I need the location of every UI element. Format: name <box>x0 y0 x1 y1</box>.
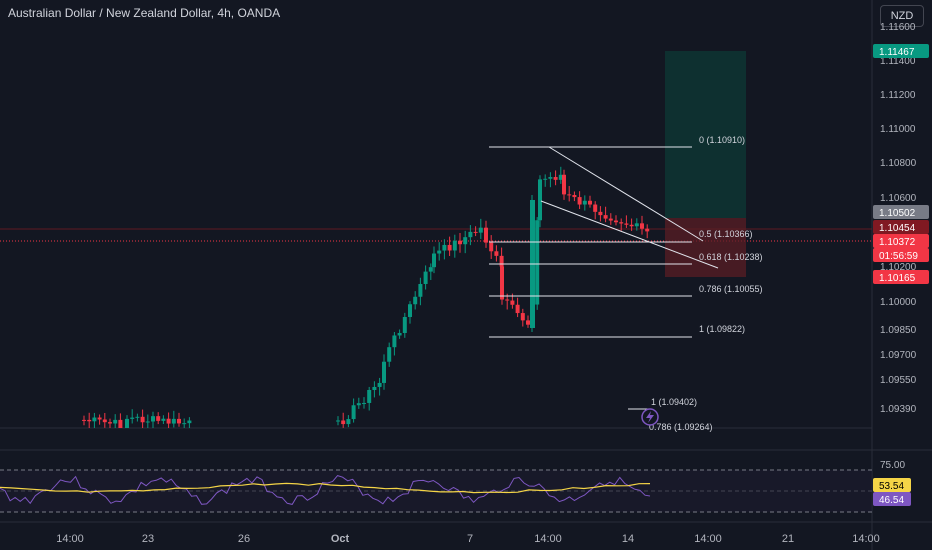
price-labels: 1.114671.105021.104541.1037201:56:591.10… <box>873 44 929 284</box>
rsi-axis-75: 75.00 <box>880 460 905 471</box>
lightning-icon[interactable] <box>641 408 659 426</box>
time-tick: 14 <box>622 533 634 545</box>
time-tick: 21 <box>782 533 794 545</box>
lower-fib-label-1: 1 (1.09402) <box>651 397 697 407</box>
fib-label-0.618: 0.618 (1.10238) <box>699 252 763 262</box>
price-label: 1.10454 <box>879 223 916 234</box>
time-tick: 23 <box>142 533 154 545</box>
fib-label-0: 0 (1.10910) <box>699 135 745 145</box>
price-tick: 1.09390 <box>880 404 917 415</box>
time-tick: 26 <box>238 533 250 545</box>
rsi-ma-line <box>0 482 651 494</box>
time-axis[interactable]: 14:00 23 26 Oct 7 14:00 14 14:00 21 14:00 <box>56 533 880 545</box>
target-zone[interactable] <box>665 51 746 218</box>
price-tick: 1.11400 <box>880 56 916 67</box>
price-tick: 1.11600 <box>880 22 916 33</box>
rsi-line <box>0 475 651 505</box>
price-label: 1.10372 <box>879 237 916 248</box>
fib-label-0.5: 0.5 (1.10366) <box>699 229 753 239</box>
price-tick: 1.11000 <box>880 124 916 135</box>
price-axis[interactable]: 1.11600 1.11400 1.11200 1.11000 1.10800 1.106… <box>880 22 917 415</box>
price-tick: 1.10800 <box>880 158 917 169</box>
time-tick: 14:00 <box>694 533 722 545</box>
wedge-trendlines[interactable] <box>540 146 719 269</box>
rsi-value-secondary: 46.54 <box>879 495 904 506</box>
chart-title: Australian Dollar / New Zealand Dollar, … <box>8 6 281 20</box>
fib-label-1: 1 (1.09822) <box>699 324 745 334</box>
stop-zone[interactable] <box>665 218 746 277</box>
price-tick: 1.10200 <box>880 262 917 273</box>
price-label: 1.11467 <box>879 47 915 58</box>
price-label: 1.10502 <box>879 208 916 219</box>
price-tick: 1.09850 <box>880 325 917 336</box>
price-tick: 1.10600 <box>880 193 917 204</box>
currency-button[interactable]: NZD <box>880 5 924 27</box>
time-tick: 14:00 <box>56 533 84 545</box>
price-tick: 1.09550 <box>880 375 917 386</box>
fib-label-0.786: 0.786 (1.10055) <box>699 284 763 294</box>
price-tick: 1.09700 <box>880 350 917 361</box>
lower-fib-label-0.786: 0.786 (1.09264) <box>649 422 713 432</box>
time-tick: Oct <box>331 533 350 545</box>
price-tick: 1.10000 <box>880 297 917 308</box>
price-label: 01:56:59 <box>879 251 918 262</box>
rsi-value-primary: 53.54 <box>879 481 904 492</box>
candlestick-series <box>82 166 650 428</box>
time-tick: 14:00 <box>534 533 562 545</box>
price-tick: 1.11200 <box>880 90 916 101</box>
fib-retracement[interactable]: 0 (1.10910) 0.5 (1.10366) 0.618 (1.10238… <box>489 135 763 338</box>
time-tick: 14:00 <box>852 533 880 545</box>
price-label: 1.10165 <box>879 273 916 284</box>
time-tick: 7 <box>467 533 473 545</box>
